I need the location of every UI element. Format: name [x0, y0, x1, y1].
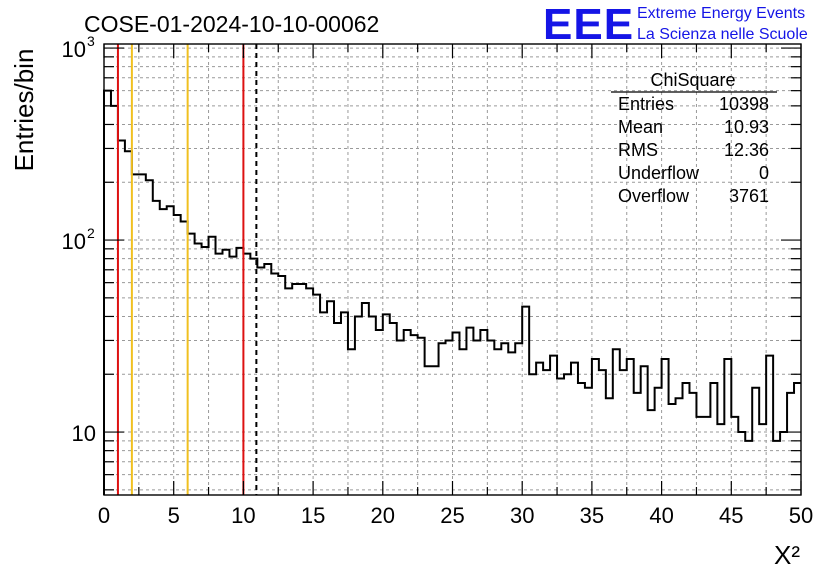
- y-tick-label-exponent: 3: [87, 33, 95, 49]
- stats-box: ChiSquare Entries 10398 Mean 10.93 RMS 1…: [611, 70, 777, 206]
- stats-value-rms: 12.36: [724, 140, 769, 160]
- stats-value-mean: 10.93: [724, 117, 769, 137]
- stats-label-overflow: Overflow: [618, 186, 690, 206]
- eee-logo-line1: Extreme Energy Events: [637, 5, 806, 22]
- stats-value-underflow: 0: [759, 163, 769, 183]
- stats-label-underflow: Underflow: [618, 163, 700, 183]
- y-axis-label: Entries/bin: [9, 49, 39, 172]
- x-tick-label: 30: [510, 503, 534, 528]
- x-tick-label: 45: [719, 503, 743, 528]
- stats-label-rms: RMS: [618, 140, 658, 160]
- eee-logo-line2: La Scienza nelle Scuole: [637, 26, 808, 43]
- y-tick-label: 10: [62, 37, 86, 62]
- x-tick-labels: 0 5 10 15 20 25 30 35 40 45 50: [98, 503, 813, 528]
- stats-value-overflow: 3761: [729, 186, 769, 206]
- x-tick-label: 50: [789, 503, 813, 528]
- x-tick-label: 5: [168, 503, 180, 528]
- chart-title: COSE-01-2024-10-10-00062: [84, 11, 379, 37]
- x-tick-label: 35: [580, 503, 604, 528]
- reference-lines: [116, 44, 258, 495]
- axis-ticks: [103, 44, 802, 495]
- x-tick-label: 10: [231, 503, 255, 528]
- histogram-series: [103, 89, 801, 495]
- stats-title: ChiSquare: [650, 70, 735, 90]
- x-tick-label: 0: [98, 503, 110, 528]
- histogram-line: [103, 89, 801, 495]
- y-tick-label: 10: [72, 421, 96, 446]
- x-tick-label: 15: [301, 503, 325, 528]
- x-tick-label: 25: [440, 503, 464, 528]
- grid-lines: [104, 44, 801, 495]
- eee-logo-mark: EEE: [543, 0, 635, 49]
- y-tick-label-exponent: 2: [87, 225, 95, 241]
- x-tick-label: 40: [649, 503, 673, 528]
- stats-label-entries: Entries: [618, 94, 674, 114]
- y-tick-label: 10: [62, 229, 86, 254]
- x-axis-label: X²: [774, 540, 800, 570]
- stats-label-mean: Mean: [618, 117, 663, 137]
- stats-value-entries: 10398: [719, 94, 769, 114]
- x-tick-label: 20: [371, 503, 395, 528]
